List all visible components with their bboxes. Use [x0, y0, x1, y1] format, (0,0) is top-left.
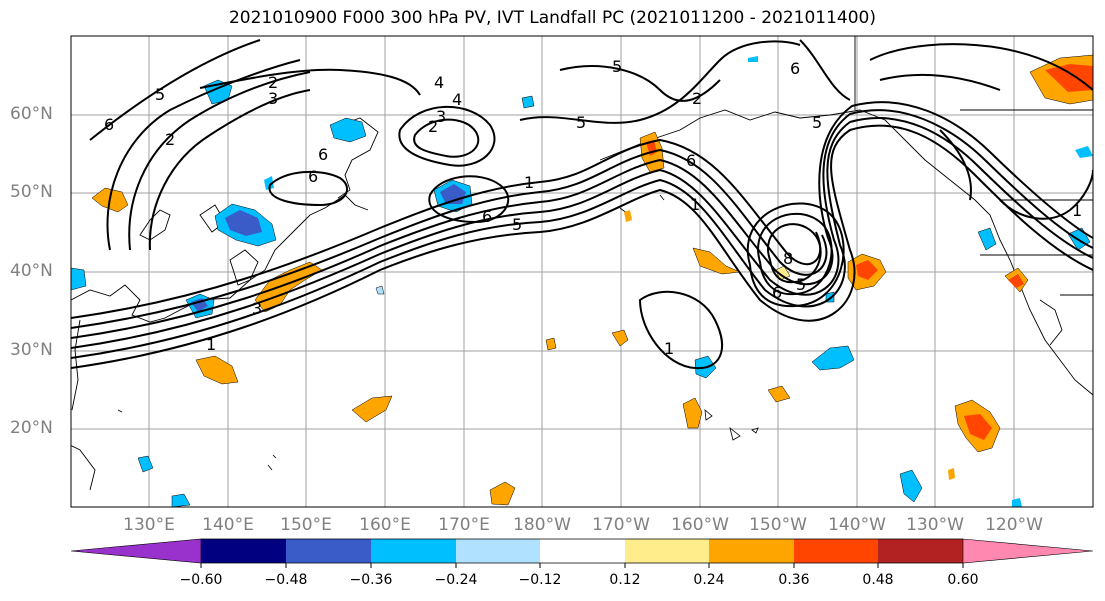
contour-label: 5	[512, 215, 522, 234]
latitude-label: 60°N	[10, 104, 53, 124]
longitude-label: 170°E	[438, 515, 490, 535]
contour-label: 2	[268, 73, 278, 92]
colorbar-tick-label: −0.48	[264, 572, 308, 588]
colorbar-segment	[456, 539, 540, 563]
contour-label: 5	[576, 113, 586, 132]
longitude-label: 170°W	[592, 515, 650, 535]
contour-label: 1	[206, 335, 216, 354]
longitude-label: 160°W	[671, 515, 729, 535]
colorbar-segment	[201, 539, 286, 563]
graticule	[71, 36, 1093, 507]
colorbar-tick-label: −0.24	[434, 572, 478, 588]
contour-label: 2	[692, 89, 702, 108]
latitude-label: 40°N	[10, 261, 53, 281]
contour-label: 4	[452, 90, 462, 109]
colorbar-tick-label: −0.12	[518, 572, 562, 588]
longitude-label: 140°E	[202, 515, 254, 535]
longitude-label: 130°E	[123, 515, 175, 535]
contour-label: 3	[268, 89, 278, 108]
longitude-label: 120°W	[985, 515, 1043, 535]
colorbar-segment	[878, 539, 963, 563]
contour-label: 5	[812, 113, 822, 132]
contour-label: 1	[524, 173, 534, 192]
colorbar-segment	[962, 538, 1094, 564]
colorbar-segment	[371, 539, 456, 563]
colorbar	[70, 538, 1094, 568]
colorbar-tick-label: 0.36	[778, 572, 810, 588]
negative-anomaly-regions	[71, 56, 1093, 507]
colorbar-tick-label: 0.24	[693, 572, 725, 588]
colorbar-tick-label: 0.12	[609, 572, 641, 588]
colorbar-segment	[540, 539, 625, 563]
contour-label: 3	[436, 107, 446, 126]
pv-contours	[71, 39, 1093, 370]
longitude-label: 160°E	[359, 515, 411, 535]
positive-anomaly-regions	[91, 54, 1093, 506]
latitude-label: 50°N	[10, 182, 53, 202]
contour-label: 6	[104, 115, 114, 134]
map-border	[70, 35, 1094, 508]
contour-label: 4	[434, 73, 444, 92]
contour-label: 6	[318, 145, 328, 164]
contour-label: 6	[308, 167, 318, 186]
map-title: 2021010900 F000 300 hPa PV, IVT Landfall…	[228, 8, 876, 28]
longitude-label: 150°E	[280, 515, 332, 535]
contour-label: 1	[690, 195, 700, 214]
contour-label: 3	[252, 299, 262, 318]
colorbar-tick-label: 0.60	[947, 572, 979, 588]
longitude-label: 150°W	[749, 515, 807, 535]
latitude-label: 30°N	[10, 340, 53, 360]
colorbar-tick-label: 0.48	[862, 572, 894, 588]
longitude-label: 130°W	[906, 515, 964, 535]
contour-label: 6	[482, 207, 492, 226]
longitude-label: 180°W	[513, 515, 571, 535]
contour-label: 5	[155, 85, 165, 104]
contour-label: 6	[686, 151, 696, 170]
contour-label: 8	[783, 249, 793, 268]
contour-labels: 2 3 6 5 2 6 4 4 2 3 6 1 5 6 5 1 3 1 1 5 …	[104, 57, 1082, 358]
longitude-label: 140°W	[828, 515, 886, 535]
colorbar-segment	[625, 539, 709, 563]
islands	[117, 194, 759, 471]
contour-label: 5	[612, 57, 622, 76]
contour-label: 1	[664, 339, 674, 358]
contour-label: 6	[790, 59, 800, 78]
colorbar-segment	[709, 539, 794, 563]
colorbar-segment	[794, 539, 878, 563]
contour-label: 2	[165, 130, 175, 149]
contour-label: 1	[1072, 201, 1082, 220]
contour-label: 5	[796, 275, 806, 294]
latitude-label: 20°N	[10, 418, 53, 438]
colorbar-tick-label: −0.60	[179, 572, 223, 588]
contour-label: 6	[772, 283, 782, 302]
colorbar-tick-label: −0.36	[349, 572, 393, 588]
colorbar-segment	[70, 538, 202, 564]
contour-label: 2	[428, 117, 438, 136]
colorbar-segment	[286, 539, 371, 563]
